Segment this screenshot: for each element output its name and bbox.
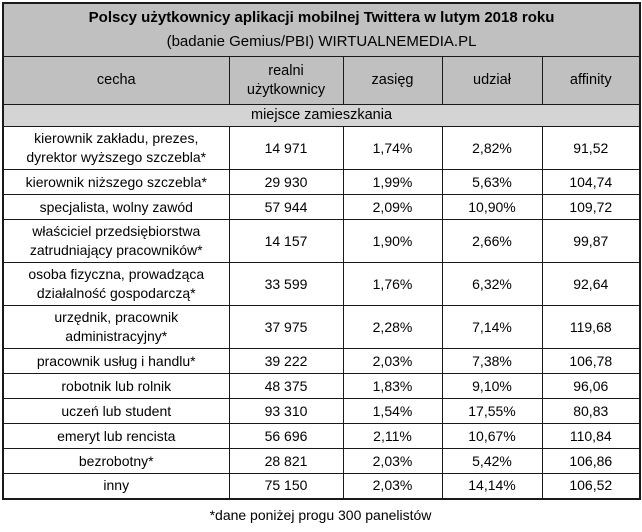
table-row: bezrobotny* 28 821 2,03% 5,42% 106,86 [2,448,641,474]
value-cell: 75 150 [228,473,344,499]
table-subtitle: (badanie Gemius/PBI) WIRTUALNEMEDIA.PL [166,33,477,50]
value-cell: 7,38% [441,348,543,374]
feature-cell: inny [2,473,230,499]
value-cell: 2,03% [342,448,443,474]
value-cell: 2,11% [342,423,443,449]
value-cell: 1,54% [342,398,443,424]
value-cell: 17,55% [441,398,543,424]
value-cell: 10,67% [441,423,543,449]
value-cell: 48 375 [228,373,344,399]
column-header-zasieg: zasięg [342,56,443,105]
table-row: emeryt lub rencista 56 696 2,11% 10,67% 110,… [2,423,641,449]
value-cell: 119,68 [541,305,641,349]
table-row: specjalista, wolny zawód 57 944 2,09% 10,90… [2,194,641,220]
value-cell: 14 971 [228,126,344,170]
feature-cell: kierownik zakładu, prezes, dyrektor wyżs… [2,126,230,170]
feature-cell: robotnik lub rolnik [2,373,230,399]
feature-cell: kierownik niższego szczebla* [2,169,230,195]
feature-cell: uczeń lub student [2,398,230,424]
column-header-udzial: udział [441,56,543,105]
value-cell: 91,52 [541,126,641,170]
value-cell: 57 944 [228,194,344,220]
value-cell: 29 930 [228,169,344,195]
table-body: kierownik zakładu, prezes, dyrektor wyżs… [2,126,641,499]
value-cell: 106,78 [541,348,641,374]
value-cell: 7,14% [441,305,543,349]
value-cell: 110,84 [541,423,641,449]
value-cell: 104,74 [541,169,641,195]
value-cell: 1,90% [342,219,443,263]
value-cell: 1,99% [342,169,443,195]
value-cell: 1,83% [342,373,443,399]
column-header-row: cecha realni użytkownicy zasięg udział a… [2,56,641,105]
value-cell: 93 310 [228,398,344,424]
feature-cell: bezrobotny* [2,448,230,474]
value-cell: 5,63% [441,169,543,195]
feature-cell: emeryt lub rencista [2,423,230,449]
table-row: właściciel przedsiębiorstwa zatrudniając… [2,219,641,263]
table-row: pracownik usług i handlu* 39 222 2,03% 7,38… [2,348,641,374]
table-row: kierownik zakładu, prezes, dyrektor wyżs… [2,126,641,170]
feature-cell: osoba fizyczna, prowadząca działalność g… [2,262,230,306]
value-cell: 106,52 [541,473,641,499]
value-cell: 2,28% [342,305,443,349]
value-cell: 9,10% [441,373,543,399]
table-row: uczeń lub student 93 310 1,54% 17,55% 80,83 [2,398,641,424]
footnote: *dane poniżej progu 300 panelistów [209,506,432,523]
value-cell: 106,86 [541,448,641,474]
value-cell: 2,82% [441,126,543,170]
value-cell: 1,74% [342,126,443,170]
feature-cell: specjalista, wolny zawód [2,194,230,220]
value-cell: 5,42% [441,448,543,474]
column-header-affinity: affinity [541,56,641,105]
title-row: Polscy użytkownicy aplikacji mobilnej Tw… [2,2,641,57]
table-row: inny 75 150 2,03% 14,14% 106,52 [2,473,641,499]
table-row: kierownik niższego szczebla* 29 930 1,99% 5… [2,169,641,195]
value-cell: 109,72 [541,194,641,220]
value-cell: 2,09% [342,194,443,220]
table-title: Polscy użytkownicy aplikacji mobilnej Tw… [88,9,555,26]
column-header-realni-uzytkownicy: realni użytkownicy [228,56,344,105]
value-cell: 37 975 [228,305,344,349]
value-cell: 2,03% [342,473,443,499]
value-cell: 96,06 [541,373,641,399]
twitter-users-table: Polscy użytkownicy aplikacji mobilnej Tw… [2,2,642,500]
value-cell: 10,90% [441,194,543,220]
feature-cell: urzędnik, pracownik administracyjny* [2,305,230,349]
column-header-cecha: cecha [2,56,230,105]
value-cell: 14,14% [441,473,543,499]
value-cell: 99,87 [541,219,641,263]
value-cell: 80,83 [541,398,641,424]
table-row: urzędnik, pracownik administracyjny* 37 9… [2,305,641,349]
section-header: miejsce zamieszkania [2,104,641,127]
value-cell: 39 222 [228,348,344,374]
value-cell: 56 696 [228,423,344,449]
table-row: robotnik lub rolnik 48 375 1,83% 9,10% 96,06 [2,373,641,399]
section-header-row: miejsce zamieszkania [2,104,641,127]
value-cell: 33 599 [228,262,344,306]
feature-cell: właściciel przedsiębiorstwa zatrudniając… [2,219,230,263]
value-cell: 1,76% [342,262,443,306]
value-cell: 14 157 [228,219,344,263]
value-cell: 28 821 [228,448,344,474]
value-cell: 92,64 [541,262,641,306]
value-cell: 2,66% [441,219,543,263]
table-title-cell: Polscy użytkownicy aplikacji mobilnej Tw… [2,2,641,57]
table-row: osoba fizyczna, prowadząca działalność g… [2,262,641,306]
feature-cell: pracownik usług i handlu* [2,348,230,374]
value-cell: 6,32% [441,262,543,306]
value-cell: 2,03% [342,348,443,374]
